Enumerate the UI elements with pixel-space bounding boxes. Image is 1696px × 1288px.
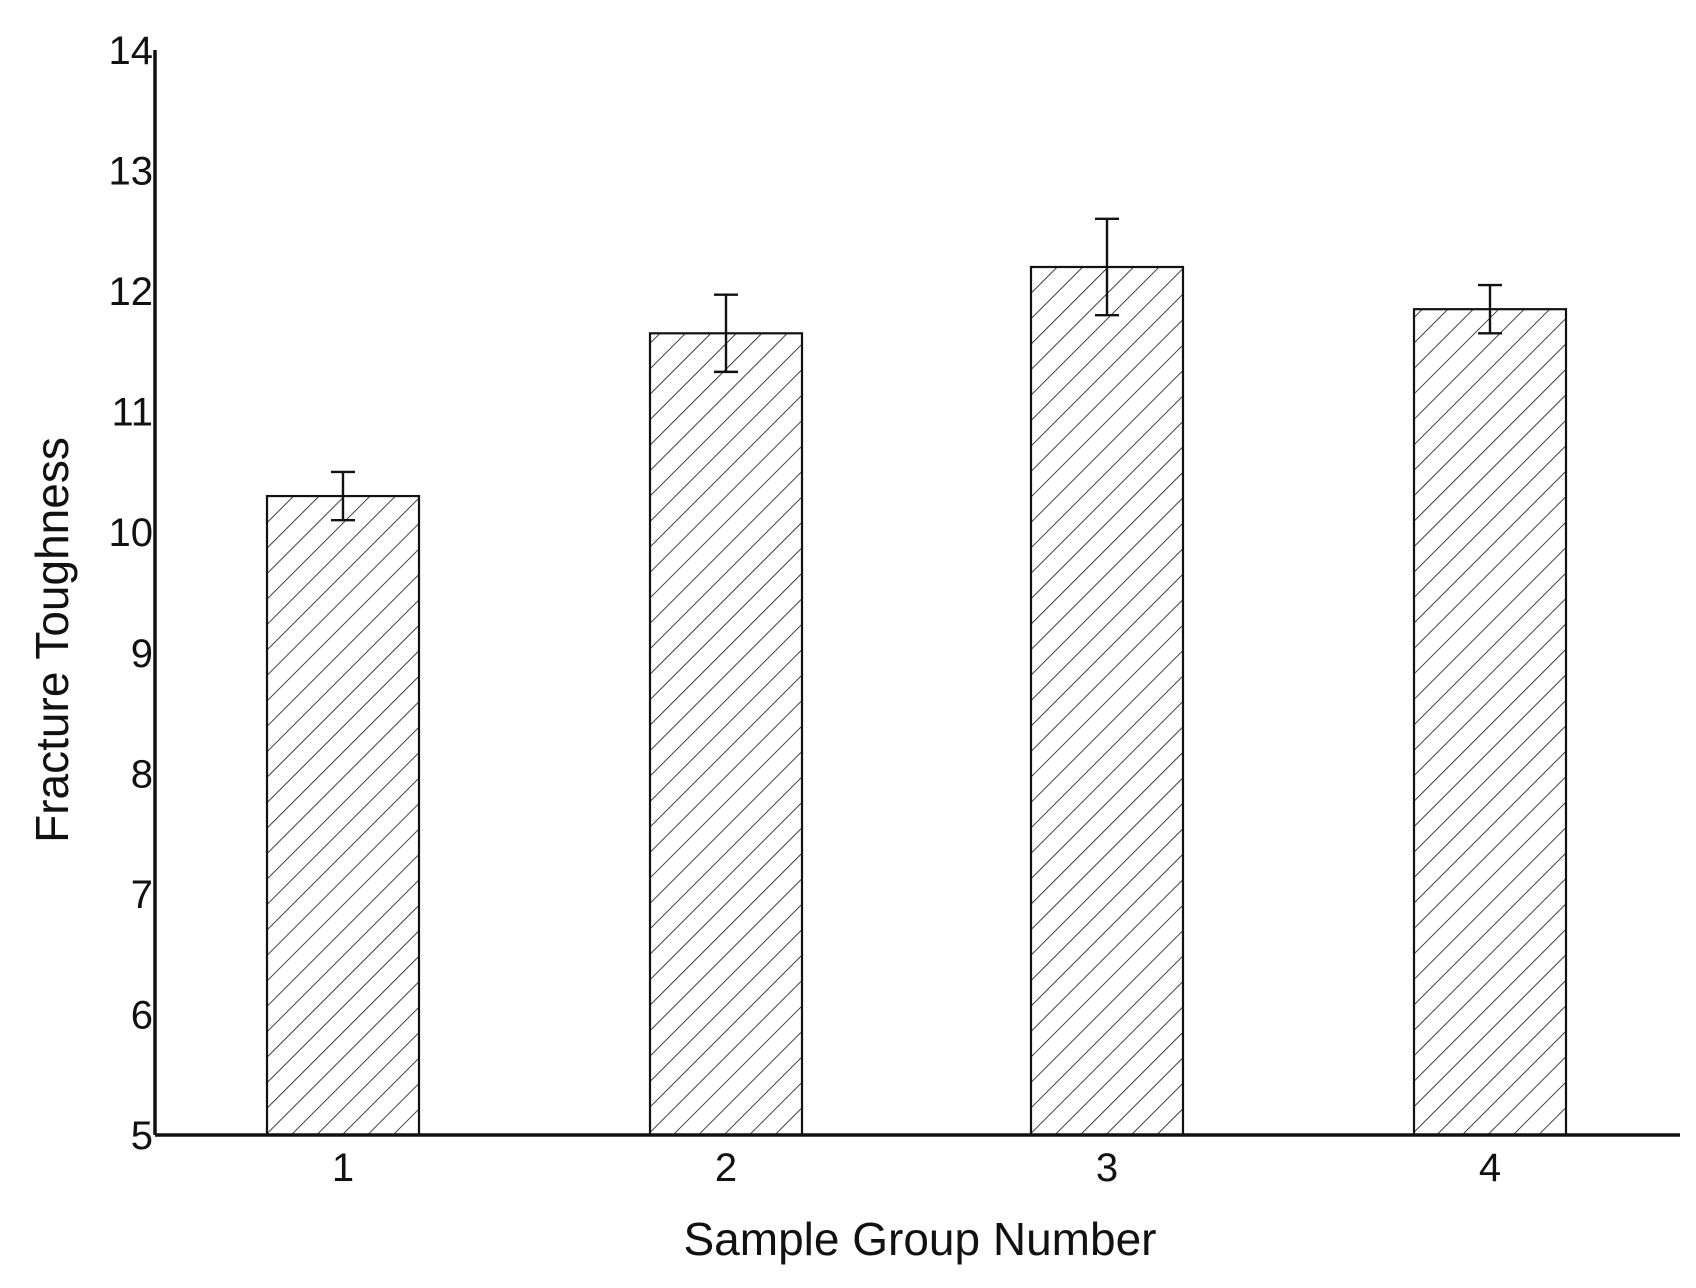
y-tick-label: 8 xyxy=(131,752,153,796)
y-tick-label: 9 xyxy=(131,632,153,676)
x-tick-label: 3 xyxy=(1096,1146,1118,1190)
y-tick-label: 5 xyxy=(131,1114,153,1158)
error-bar-group-4 xyxy=(1478,283,1502,335)
axes-layer xyxy=(153,50,1680,1137)
bars-layer xyxy=(265,265,1568,1137)
y-tick-label: 10 xyxy=(109,511,154,555)
error-bar-group-3 xyxy=(1095,217,1119,317)
y-tick-label: 6 xyxy=(131,993,153,1037)
error-bar-group-1 xyxy=(331,470,355,522)
x-tick-label: 2 xyxy=(715,1146,737,1190)
y-tick-label: 14 xyxy=(109,29,154,73)
x-tick-label: 4 xyxy=(1479,1146,1501,1190)
bar-group-3 xyxy=(1029,265,1185,1137)
error-bars-layer xyxy=(331,217,1502,522)
bar-group-4 xyxy=(1412,308,1568,1137)
y-tick-label: 7 xyxy=(131,873,153,917)
error-bar-group-2 xyxy=(714,293,738,374)
x-tick-label: 1 xyxy=(332,1146,354,1190)
x-axis-title: Sample Group Number xyxy=(684,1213,1157,1265)
bar-group-2 xyxy=(648,332,804,1137)
bar-group-1 xyxy=(265,494,421,1137)
y-tick-label: 12 xyxy=(109,270,154,314)
y-tick-label: 11 xyxy=(111,391,153,435)
y-axis-title: Fracture Toughness xyxy=(26,437,78,843)
y-tick-label: 13 xyxy=(109,150,154,194)
